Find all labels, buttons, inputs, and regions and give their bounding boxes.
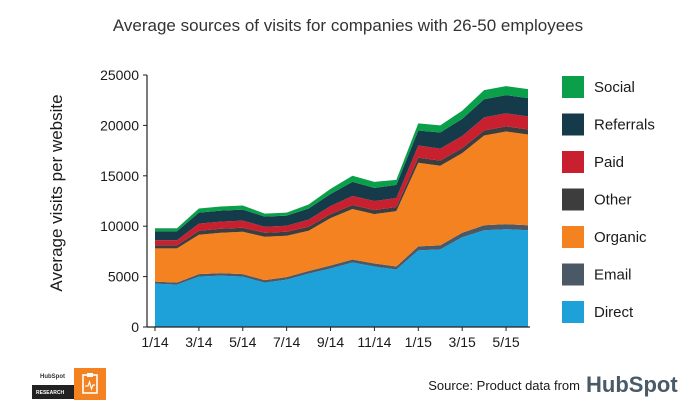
- x-tick-label: 7/14: [273, 334, 300, 350]
- x-tick-label: 1/15: [405, 334, 432, 350]
- y-tick-label: 5000: [108, 269, 139, 285]
- legend-swatch-referrals: [562, 113, 584, 136]
- area-other: [155, 126, 528, 249]
- area-paid: [155, 113, 528, 246]
- axes: [146, 75, 530, 328]
- source-credit: Source: Product data from HubSpot: [428, 372, 678, 397]
- legend-swatch-email: [562, 263, 584, 286]
- clipboard-pulse: [85, 380, 95, 391]
- y-tick-label: 20000: [100, 117, 139, 133]
- y-axis-label-group: Average visits per website: [47, 94, 66, 291]
- badge-bar: [32, 385, 74, 399]
- y-tick-label: 0: [131, 319, 139, 335]
- legend-swatch-organic: [562, 226, 584, 248]
- research-badge: HubSpot RESEARCH: [32, 368, 106, 400]
- chart-title: Average sources of visits for companies …: [113, 16, 583, 35]
- y-tick-label: 10000: [100, 218, 139, 234]
- legend-label-organic: Organic: [594, 229, 647, 246]
- source-brand: HubSpot: [586, 372, 678, 397]
- legend-label-social: Social: [594, 79, 635, 96]
- y-tick-label: 15000: [100, 168, 139, 184]
- area-email: [155, 224, 528, 285]
- area-social: [155, 86, 528, 232]
- x-tick-label: 5/14: [229, 334, 256, 350]
- area-referrals: [155, 95, 528, 241]
- x-tick-label: 3/14: [185, 334, 212, 350]
- x-ticks: 1/14 3/14 5/14 7/14 9/14 11/14 1/15 3/15 5/15: [141, 327, 520, 350]
- badge-brand: HubSpot: [40, 374, 65, 380]
- legend-label-email: Email: [594, 267, 632, 284]
- legend-swatch-direct: [562, 301, 584, 323]
- legend-swatch-paid: [562, 151, 584, 173]
- x-tick-label: 5/15: [492, 334, 519, 350]
- area-organic: [155, 131, 528, 283]
- y-tick-label: 25000: [100, 67, 139, 83]
- x-tick-label: 9/14: [317, 334, 344, 350]
- y-ticks: 0 5000 10000 15000 20000 25000: [100, 67, 147, 335]
- legend-label-other: Other: [594, 192, 632, 209]
- legend-label-referrals: Referrals: [594, 117, 655, 134]
- x-tick-label: 1/14: [141, 334, 168, 350]
- legend-label-direct: Direct: [594, 304, 634, 321]
- y-axis-label: Average visits per website: [47, 94, 66, 291]
- areas: [155, 86, 528, 327]
- legend-swatch-social: [562, 76, 584, 98]
- legend: Social Referrals Paid Other Organic Email Dire…: [562, 76, 655, 323]
- badge-label: RESEARCH: [36, 390, 64, 396]
- legend-swatch-other: [562, 188, 584, 211]
- area-direct: [155, 229, 528, 327]
- source-text: Source: Product data from: [428, 378, 580, 393]
- legend-label-paid: Paid: [594, 154, 624, 171]
- clipboard-clip: [87, 373, 93, 377]
- x-tick-label: 3/15: [449, 334, 476, 350]
- x-tick-label: 11/14: [357, 334, 391, 350]
